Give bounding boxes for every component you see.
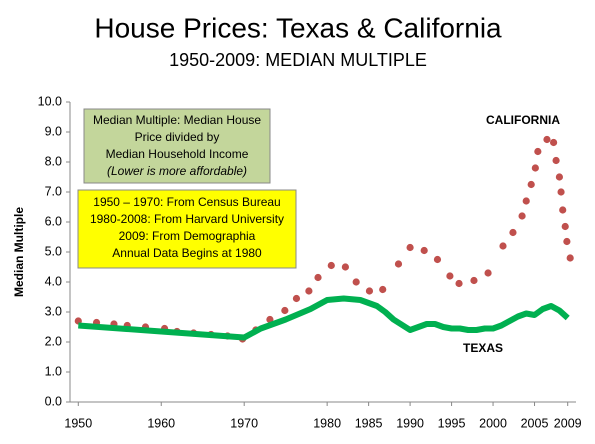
- annotation-text: 1950 – 1970: From Census Bureau: [93, 195, 280, 209]
- y-tick-label: 6.0: [45, 214, 62, 228]
- data-point: [561, 222, 569, 231]
- y-tick-label: 9.0: [45, 124, 62, 138]
- data-line: [78, 295, 570, 341]
- data-point: [543, 135, 551, 144]
- note-box: [83, 108, 271, 184]
- series-label: TEXAS: [463, 341, 503, 355]
- data-point: [470, 276, 478, 285]
- x-tick-label: 1970: [230, 416, 258, 430]
- data-point: [527, 180, 535, 189]
- data-point: [379, 285, 387, 294]
- data-point: [522, 197, 530, 205]
- data-point: [552, 156, 560, 165]
- data-point: [446, 272, 454, 280]
- y-axis-label: Median Multiple: [12, 207, 26, 297]
- data-point: [518, 212, 526, 220]
- data-point: [550, 138, 558, 147]
- x-tick-label: 1990: [396, 416, 424, 430]
- data-point: [394, 260, 403, 268]
- y-tick-label: 1.0: [45, 364, 62, 378]
- data-point: [559, 206, 567, 214]
- data-point: [534, 147, 542, 156]
- annotation-text: Median Household Income: [106, 147, 249, 161]
- x-tick-label: 2009: [554, 416, 582, 430]
- data-point: [314, 273, 322, 282]
- x-tick-label: 2000: [479, 416, 507, 430]
- y-tick-label: 10.0: [38, 94, 62, 108]
- annotation-text: Price divided by: [135, 130, 220, 144]
- data-point: [292, 294, 301, 303]
- note-box: [77, 189, 297, 269]
- y-tick-label: 0.0: [45, 394, 62, 408]
- y-tick-label: 3.0: [45, 304, 62, 318]
- x-tick-label: 1985: [355, 416, 383, 430]
- data-point: [352, 278, 360, 286]
- data-point: [531, 164, 539, 172]
- data-point: [499, 242, 507, 250]
- data-point: [455, 279, 463, 288]
- data-point: [281, 306, 289, 315]
- data-point: [484, 269, 492, 277]
- chart-subtitle: 1950-2009: MEDIAN MULTIPLE: [169, 50, 427, 70]
- x-tick-label: 1960: [147, 416, 175, 430]
- data-point: [365, 287, 374, 295]
- chart-title: House Prices: Texas & California: [94, 12, 502, 43]
- data-point: [327, 261, 335, 270]
- y-tick-label: 8.0: [45, 154, 62, 168]
- annotation-text: Annual Data Begins at 1980: [112, 246, 262, 260]
- y-tick-label: 4.0: [45, 274, 62, 288]
- annotation-text: 2009: From Demographia: [119, 229, 256, 243]
- series-label: CALIFORNIA: [486, 113, 560, 127]
- data-point: [406, 243, 414, 252]
- x-tick-label: 2005: [521, 416, 549, 430]
- x-tick-label: 1980: [313, 416, 341, 430]
- data-point: [305, 287, 313, 295]
- data-point: [341, 263, 349, 271]
- y-tick-label: 7.0: [45, 184, 62, 198]
- y-tick-label: 2.0: [45, 334, 62, 348]
- data-point: [420, 246, 428, 255]
- data-point: [266, 315, 274, 324]
- data-point: [555, 173, 564, 181]
- x-tick-label: 1950: [64, 416, 92, 430]
- x-tick-label: 1995: [438, 416, 466, 430]
- annotation-text: 1980-2008: From Harvard University: [90, 212, 284, 226]
- data-point: [509, 228, 517, 237]
- data-point: [566, 254, 574, 262]
- data-point: [557, 188, 565, 196]
- annotation-text: (Lower is more affordable): [107, 164, 247, 178]
- y-tick-label: 5.0: [45, 244, 62, 258]
- data-point: [563, 237, 571, 246]
- annotation-text: Median Multiple: Median House: [93, 113, 261, 127]
- data-point: [433, 255, 442, 264]
